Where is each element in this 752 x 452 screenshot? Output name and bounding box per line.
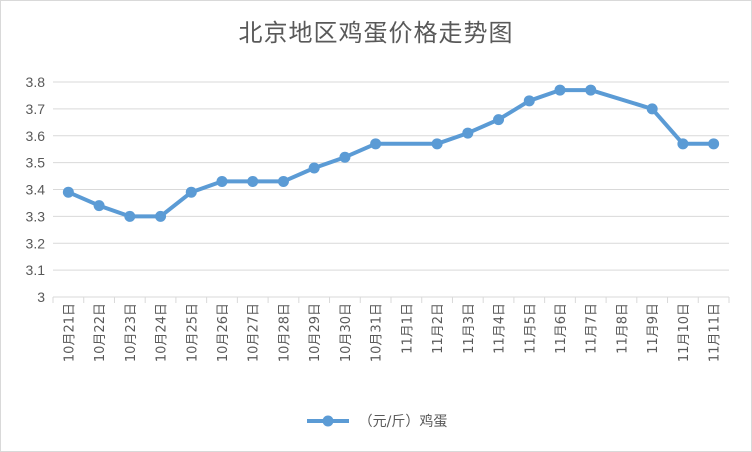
y-tick-label: 3.5 (26, 155, 46, 171)
data-point (247, 175, 259, 187)
y-axis-ticks: 3 3.1 3.2 3.3 3.4 3.5 3.6 3.7 3.8 (26, 74, 46, 305)
x-tick-label: 10月28日 (277, 303, 292, 362)
legend-label: （元/斤）鸡蛋 (358, 414, 448, 430)
x-tick-label: 10月31日 (370, 303, 385, 362)
data-point (124, 210, 136, 222)
data-point (431, 138, 443, 150)
data-point (462, 127, 474, 139)
y-tick-label: 3.8 (26, 74, 46, 90)
x-tick-label: 10月29日 (308, 303, 323, 362)
x-tick-label: 10月22日 (93, 303, 108, 362)
data-point (554, 84, 566, 96)
x-tick-label: 10月26日 (216, 303, 231, 362)
data-point (277, 175, 289, 187)
x-tick-label: 11月2日 (431, 303, 446, 354)
y-tick-label: 3.7 (26, 101, 46, 117)
y-tick-label: 3 (37, 289, 45, 305)
x-axis-ticks: 10月21日 10月22日 10月23日 10月24日 10月25日 10月26日 10月2… (62, 303, 722, 362)
x-tick-label: 11月3日 (462, 303, 477, 354)
data-point (216, 175, 228, 187)
x-tick-label: 10月30日 (339, 303, 354, 362)
data-point (93, 200, 105, 212)
chart-title: 北京地区鸡蛋价格走势图 (238, 19, 514, 47)
data-point (493, 114, 505, 126)
data-point (370, 138, 382, 150)
legend: （元/斤）鸡蛋 (1, 409, 751, 433)
x-tick-label: 10月21日 (62, 303, 77, 362)
data-point (339, 151, 351, 163)
x-tick-label: 11月1日 (400, 303, 415, 354)
data-point (708, 138, 720, 150)
data-point (62, 186, 74, 198)
line-chart: 33.13.23.33.43.53.63.73.8 10月21日 10月22日 10… (26, 74, 730, 362)
data-point (523, 95, 535, 107)
y-tick-label: 3.3 (26, 208, 46, 224)
y-tick-label: 3.4 (26, 182, 46, 198)
y-tick-label: 3.2 (26, 235, 46, 251)
gridlines (52, 81, 730, 303)
legend-marker (306, 415, 349, 427)
data-point (646, 103, 658, 115)
data-point (185, 186, 197, 198)
data-point (155, 210, 167, 222)
data-points (62, 84, 720, 222)
data-point (585, 84, 597, 96)
x-tick-label: 10月27日 (247, 303, 262, 362)
x-tick-label: 10月24日 (155, 303, 170, 362)
x-tick-label: 11月8日 (615, 303, 630, 354)
y-tick-label: 3.6 (26, 128, 46, 144)
x-tick-label: 11月5日 (523, 303, 538, 354)
x-tick-label: 11月6日 (554, 303, 569, 354)
x-tick-label: 11月4日 (493, 303, 508, 354)
x-tick-label: 11月7日 (585, 303, 600, 354)
data-point (308, 162, 320, 174)
y-tick-label: 3.1 (26, 262, 46, 278)
x-tick-label: 10月25日 (185, 303, 200, 362)
x-tick-label: 11月9日 (646, 303, 661, 354)
x-tick-label: 11月11日 (708, 303, 723, 362)
x-tick-label: 11月10日 (677, 303, 692, 362)
data-point (677, 138, 689, 150)
x-tick-label: 10月23日 (124, 303, 139, 362)
